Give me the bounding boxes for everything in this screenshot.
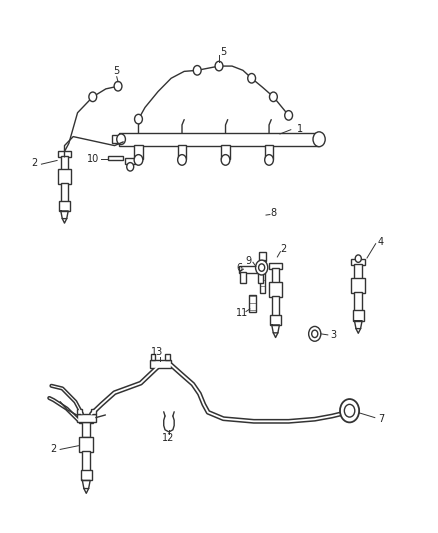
Text: 10: 10: [87, 154, 99, 164]
Circle shape: [255, 260, 268, 275]
Text: 11: 11: [236, 308, 248, 318]
Bar: [108, 156, 123, 160]
Circle shape: [285, 111, 293, 120]
Circle shape: [221, 155, 230, 165]
Text: 3: 3: [330, 330, 336, 340]
Bar: [81, 470, 92, 480]
Bar: [240, 266, 264, 273]
Bar: [79, 417, 93, 423]
Text: 8: 8: [270, 208, 276, 219]
Bar: [166, 354, 170, 360]
Bar: [260, 260, 265, 293]
Bar: [77, 409, 82, 414]
Circle shape: [313, 132, 325, 147]
Bar: [82, 451, 90, 471]
Bar: [61, 183, 68, 202]
Circle shape: [134, 114, 142, 124]
Circle shape: [89, 92, 97, 102]
Text: 2: 2: [280, 244, 286, 254]
Bar: [59, 201, 70, 211]
Bar: [58, 169, 71, 184]
Bar: [250, 295, 256, 312]
Text: 2: 2: [31, 158, 37, 168]
Circle shape: [312, 330, 318, 337]
Bar: [265, 145, 273, 159]
Bar: [354, 292, 362, 311]
Circle shape: [114, 82, 122, 91]
Bar: [79, 437, 93, 452]
Bar: [272, 268, 279, 283]
Circle shape: [248, 74, 255, 83]
Bar: [221, 145, 230, 159]
Bar: [150, 360, 171, 368]
Text: 5: 5: [220, 47, 226, 56]
Bar: [58, 151, 71, 157]
Text: 6: 6: [237, 263, 243, 273]
Bar: [351, 278, 365, 293]
Circle shape: [127, 163, 134, 171]
Circle shape: [265, 155, 273, 165]
Bar: [125, 158, 135, 164]
Text: 5: 5: [113, 67, 120, 76]
Text: 13: 13: [151, 348, 163, 358]
Circle shape: [215, 61, 223, 71]
Circle shape: [269, 92, 277, 102]
Bar: [82, 422, 90, 438]
Text: 12: 12: [162, 433, 174, 443]
Bar: [61, 156, 68, 171]
Bar: [258, 272, 263, 283]
Circle shape: [344, 405, 355, 417]
Bar: [178, 145, 186, 159]
Circle shape: [134, 155, 143, 165]
Bar: [134, 145, 143, 159]
Circle shape: [117, 134, 125, 144]
Bar: [259, 252, 266, 261]
Text: 2: 2: [50, 445, 57, 455]
Bar: [113, 135, 120, 143]
Circle shape: [340, 399, 359, 422]
Bar: [272, 296, 279, 316]
Bar: [151, 354, 155, 360]
Circle shape: [178, 155, 186, 165]
Text: 4: 4: [378, 237, 384, 247]
Text: 1: 1: [297, 124, 303, 134]
Bar: [91, 409, 96, 414]
Bar: [268, 282, 283, 297]
Bar: [119, 133, 319, 146]
Bar: [354, 264, 362, 279]
Bar: [268, 263, 283, 269]
Bar: [351, 259, 365, 265]
Text: 7: 7: [378, 414, 384, 424]
Circle shape: [355, 255, 361, 262]
Text: 9: 9: [246, 256, 252, 266]
Circle shape: [309, 326, 321, 341]
Bar: [77, 414, 96, 422]
Bar: [270, 314, 281, 325]
Circle shape: [193, 66, 201, 75]
Bar: [353, 310, 364, 321]
Bar: [240, 272, 246, 283]
Circle shape: [258, 264, 265, 271]
